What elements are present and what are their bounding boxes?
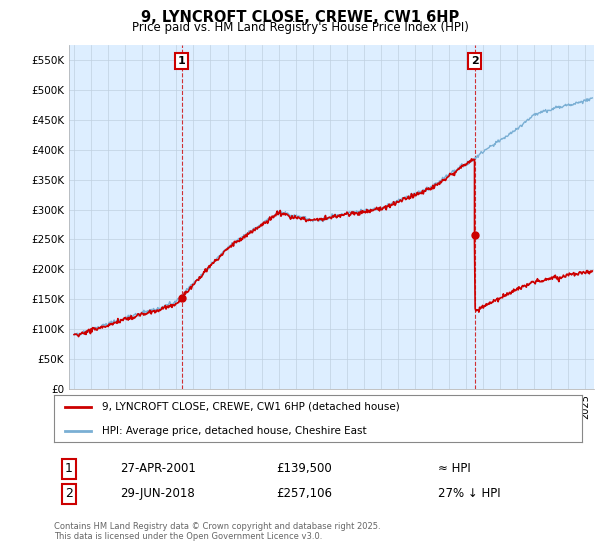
Text: £257,106: £257,106 [276, 487, 332, 501]
Text: 29-JUN-2018: 29-JUN-2018 [120, 487, 195, 501]
Text: 2: 2 [65, 487, 73, 501]
Text: 9, LYNCROFT CLOSE, CREWE, CW1 6HP: 9, LYNCROFT CLOSE, CREWE, CW1 6HP [141, 10, 459, 25]
Text: 1: 1 [65, 462, 73, 475]
Text: 27-APR-2001: 27-APR-2001 [120, 462, 196, 475]
Text: Price paid vs. HM Land Registry's House Price Index (HPI): Price paid vs. HM Land Registry's House … [131, 21, 469, 34]
Text: 9, LYNCROFT CLOSE, CREWE, CW1 6HP (detached house): 9, LYNCROFT CLOSE, CREWE, CW1 6HP (detac… [101, 402, 399, 412]
Text: £139,500: £139,500 [276, 462, 332, 475]
Text: 1: 1 [178, 56, 186, 66]
Text: Contains HM Land Registry data © Crown copyright and database right 2025.
This d: Contains HM Land Registry data © Crown c… [54, 522, 380, 542]
Text: ≈ HPI: ≈ HPI [438, 462, 471, 475]
Text: 27% ↓ HPI: 27% ↓ HPI [438, 487, 500, 501]
Text: 2: 2 [470, 56, 478, 66]
Text: HPI: Average price, detached house, Cheshire East: HPI: Average price, detached house, Ches… [101, 426, 366, 436]
